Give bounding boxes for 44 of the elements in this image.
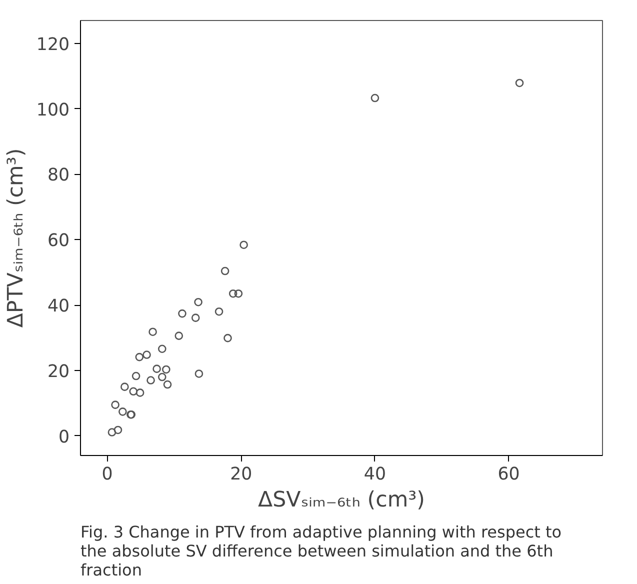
point (135, 352, 144, 362)
point (148, 328, 157, 336)
y-tick-label: 100 (36, 100, 70, 120)
point (120, 382, 129, 391)
x-axis-title: ΔSVₛᵢₘ₋₆ₜₕ (cm³) (258, 488, 425, 512)
point (142, 350, 151, 359)
y-tick-label: 80 (47, 166, 70, 186)
point (194, 370, 204, 378)
point (118, 408, 127, 416)
point (178, 309, 186, 318)
point (108, 428, 116, 436)
point (228, 289, 238, 298)
point (163, 380, 172, 389)
x-tick-label: 0 (102, 464, 113, 484)
point (191, 314, 200, 322)
y-tick-label: 120 (36, 34, 70, 55)
point (370, 94, 380, 102)
point (129, 387, 138, 396)
y-axis-title: ΔPTVₛᵢₘ₋₆ₜₕ (cm³) (3, 148, 28, 328)
point (158, 372, 166, 382)
caption: Fig. 3 Change in PTV from adaptive planning with respect to the absolute SV difference between simulation and the 6th fraction (80, 522, 562, 580)
point (152, 364, 161, 373)
y-tick-label: 20 (47, 362, 70, 382)
point (174, 332, 184, 340)
x-tick-label: 40 (364, 464, 386, 484)
point (515, 78, 524, 88)
point (136, 388, 144, 397)
point (114, 426, 122, 434)
point (111, 400, 120, 409)
point (162, 365, 170, 374)
point (146, 376, 155, 384)
x-tick-label: 20 (230, 464, 252, 484)
y-tick-label: 40 (47, 296, 70, 317)
point (234, 289, 243, 298)
point (132, 372, 140, 380)
x-tick-label: 60 (498, 464, 520, 484)
point (240, 240, 248, 250)
point (214, 307, 224, 316)
y-tick-label: 0 (58, 427, 70, 448)
point (224, 334, 232, 342)
point (194, 298, 202, 306)
y-tick-label: 60 (47, 231, 70, 252)
point (220, 266, 230, 276)
point (158, 344, 166, 354)
